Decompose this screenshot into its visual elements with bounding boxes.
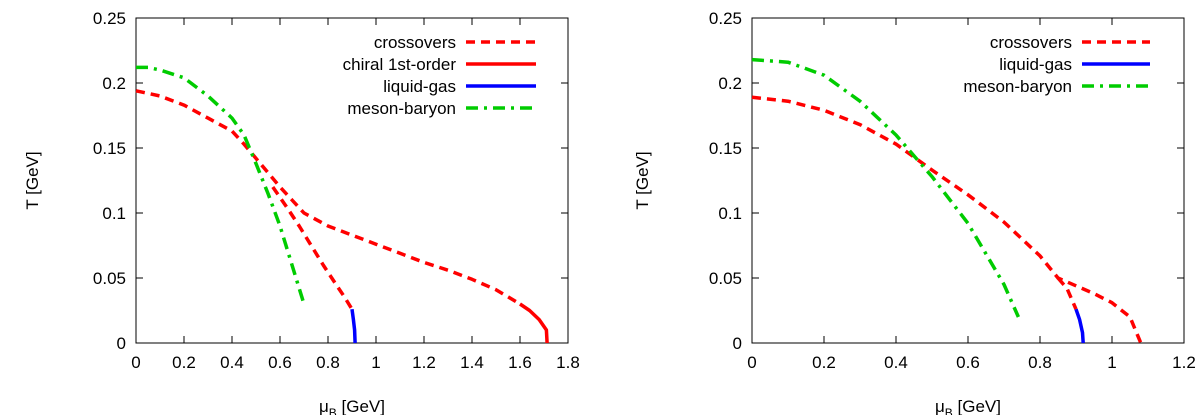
y-tick-label: 0.1 [718, 204, 742, 223]
x-tick-label: 0.8 [1028, 353, 1052, 372]
x-tick-label: 0.4 [884, 353, 908, 372]
x-tick-label: 0 [131, 353, 140, 372]
y-tick-label: 0 [117, 334, 126, 353]
series-line-chiral-1st-order [519, 302, 549, 344]
legend-label: liquid-gas [383, 77, 456, 96]
x-tick-label: 0.8 [316, 353, 340, 372]
series-line-crossovers [1056, 276, 1078, 310]
series-line-meson-baryon [751, 57, 1020, 318]
y-tick-label: 0.2 [718, 74, 742, 93]
y-tick-label: 0.15 [709, 139, 742, 158]
x-tick-label: 1.4 [460, 353, 484, 372]
series-line-meson-baryon [136, 65, 306, 305]
x-tick-label: 0.2 [172, 353, 196, 372]
x-tick-label: 0.2 [812, 353, 836, 372]
y-tick-label: 0.05 [709, 269, 742, 288]
x-tick-label: 0.4 [220, 353, 244, 372]
chart-panel-left: 0 0.2 0.4 0.6 0.8 1 1.2 1.4 1.6 1.8 0 0.05 0.1 0.15 0.… [23, 9, 580, 415]
y-tick-label: 0.15 [93, 139, 126, 158]
plot-frame [135, 17, 569, 344]
x-tick-label: 1 [1107, 353, 1116, 372]
plot-frame [751, 17, 1185, 344]
y-tick-label: 0.05 [93, 269, 126, 288]
y-tick-label: 0 [733, 334, 742, 353]
x-tick-label: 1.8 [556, 353, 580, 372]
x-tick-label: 0.6 [956, 353, 980, 372]
series-line-crossovers [751, 95, 1143, 344]
y-tick-label: 0.25 [93, 9, 126, 28]
y-tick-label: 0.1 [102, 204, 126, 223]
chart-panel-right: 0 0.2 0.4 0.6 0.8 1 1.2 0 0.05 0.1 0.15 0.2 0.25 μB [… [633, 9, 1196, 415]
x-tick-label: 0 [747, 353, 756, 372]
x-tick-label: 1.2 [412, 353, 436, 372]
legend-label: crossovers [990, 33, 1072, 52]
series-line-crossovers [135, 89, 521, 306]
legend-label: chiral 1st-order [343, 55, 457, 74]
legend-label: meson-baryon [963, 77, 1072, 96]
y-axis-label: T [GeV] [633, 151, 652, 209]
series-line-liquid-gas [1074, 308, 1085, 344]
legend-label: crossovers [374, 33, 456, 52]
y-tick-label: 0.25 [709, 9, 742, 28]
series-line-liquid-gas [350, 308, 357, 344]
y-axis-label: T [GeV] [23, 151, 42, 209]
x-tick-label: 0.6 [268, 353, 292, 372]
x-tick-label: 1.6 [508, 353, 532, 372]
legend-label: liquid-gas [999, 55, 1072, 74]
series-line-crossovers [271, 186, 354, 311]
x-axis-label: μB [GeV] [935, 397, 1001, 415]
x-tick-label: 1 [371, 353, 380, 372]
legend-label: meson-baryon [347, 99, 456, 118]
x-tick-label: 1.2 [1172, 353, 1196, 372]
x-axis-label: μB [GeV] [319, 397, 385, 415]
y-tick-label: 0.2 [102, 74, 126, 93]
